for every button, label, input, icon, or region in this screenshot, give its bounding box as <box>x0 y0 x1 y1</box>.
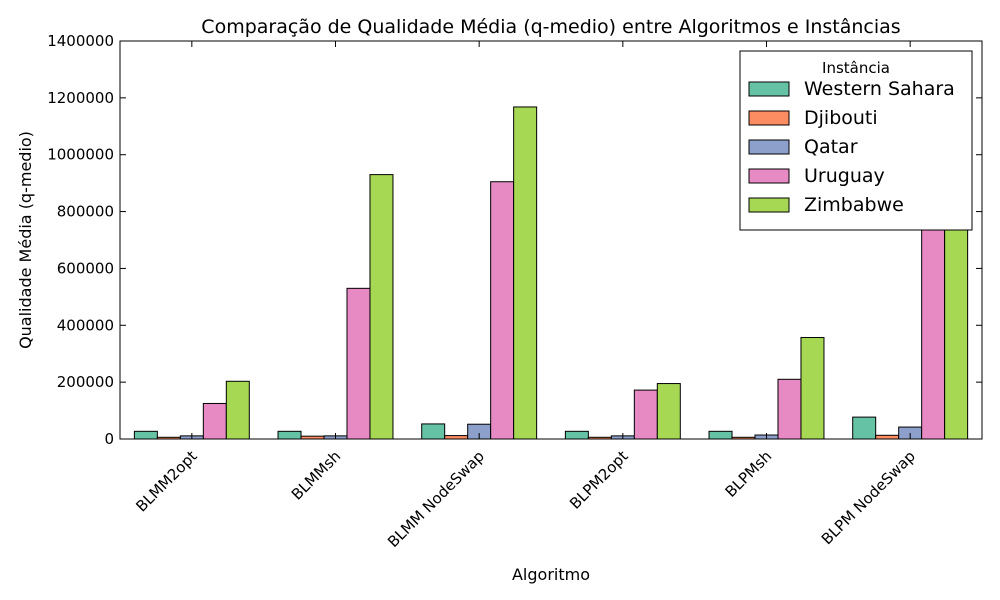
bar <box>346 287 371 440</box>
bar <box>225 380 250 440</box>
chart-title: Comparação de Qualidade Média (q-medio) … <box>201 16 900 38</box>
bar <box>800 337 825 440</box>
y-tick-label: 1400000 <box>47 32 114 50</box>
legend-swatch <box>748 197 790 213</box>
legend-label: Qatar <box>804 136 858 158</box>
bar <box>564 430 589 440</box>
bar <box>133 430 158 440</box>
bar <box>369 174 394 440</box>
y-tick-label: 800000 <box>57 203 114 221</box>
y-axis: 0 200000 400000 600000 800000 1000000 1200000 1… <box>47 32 982 448</box>
bar <box>921 222 946 440</box>
legend-label: Uruguay <box>804 165 885 187</box>
bar <box>852 416 877 440</box>
x-tick-label: BLPM2opt <box>566 447 632 513</box>
x-tick-label: BLMM2opt <box>132 447 200 515</box>
y-tick-label: 600000 <box>57 259 114 277</box>
y-tick-label: 0 <box>104 430 114 448</box>
bar <box>777 378 802 440</box>
bar <box>633 389 658 440</box>
x-axis-title: Algoritmo <box>512 565 590 584</box>
bar <box>656 383 681 440</box>
x-tick-label: BLMMsh <box>288 447 344 503</box>
legend-swatch <box>748 168 790 184</box>
legend: Instância Western Sahara Djibouti Qatar Uru… <box>739 50 973 231</box>
y-tick-label: 400000 <box>57 316 114 334</box>
legend-swatch <box>748 110 790 126</box>
bar <box>513 106 538 440</box>
legend-items: Western Sahara Djibouti Qatar Uruguay Zimbab… <box>748 78 955 216</box>
bar <box>490 181 515 440</box>
y-axis-title: Qualidade Média (q-medio) <box>16 131 35 349</box>
bar <box>875 434 900 440</box>
legend-label: Western Sahara <box>804 78 955 100</box>
y-tick-label: 200000 <box>57 373 114 391</box>
bar <box>944 216 969 440</box>
legend-title: Instância <box>822 59 890 77</box>
legend-swatch <box>748 81 790 97</box>
legend-label: Zimbabwe <box>804 194 904 216</box>
x-tick-label: BLPMsh <box>722 447 776 501</box>
plot-frame <box>119 40 983 440</box>
bar <box>202 402 227 440</box>
bar <box>444 435 469 440</box>
legend-swatch <box>748 139 790 155</box>
y-tick-label: 1200000 <box>47 89 114 107</box>
bar <box>421 423 446 440</box>
legend-label: Djibouti <box>804 107 878 129</box>
bar <box>708 430 733 440</box>
x-tick-label: BLMM NodeSwap <box>384 447 488 551</box>
y-tick-label: 1000000 <box>47 146 114 164</box>
bar <box>277 430 302 440</box>
x-tick-label: BLPM NodeSwap <box>818 447 919 548</box>
